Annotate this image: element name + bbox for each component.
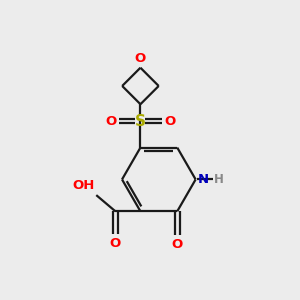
Text: N: N (198, 173, 209, 186)
Text: O: O (165, 115, 176, 128)
Text: H: H (214, 173, 224, 186)
Text: O: O (105, 115, 116, 128)
Text: O: O (135, 52, 146, 65)
Text: S: S (135, 114, 146, 129)
Text: OH: OH (72, 179, 95, 192)
Text: O: O (172, 238, 183, 251)
Text: O: O (110, 237, 121, 250)
